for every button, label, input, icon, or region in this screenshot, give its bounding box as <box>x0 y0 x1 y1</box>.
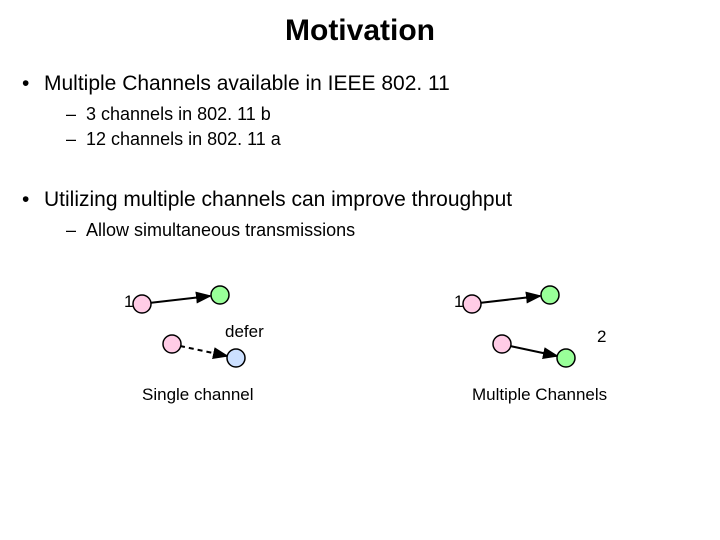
bullet-level2: – 12 channels in 802. 11 a <box>66 129 720 150</box>
bullet-text: Multiple Channels available in IEEE 802.… <box>44 72 450 96</box>
edge-label-1: 1 <box>124 292 133 312</box>
slide-content: • Multiple Channels available in IEEE 80… <box>0 48 720 465</box>
diagram-area: 1 defer Single channel 1 2 Multiple Chan… <box>22 245 720 465</box>
bullet-dot-icon: • <box>22 72 44 96</box>
defer-label: defer <box>225 322 264 342</box>
bullet-text: Utilizing multiple channels can improve … <box>44 188 512 212</box>
bullet-level2: – 3 channels in 802. 11 b <box>66 104 720 125</box>
bullet-dash-icon: – <box>66 104 86 125</box>
bullet-text: Allow simultaneous transmissions <box>86 220 355 241</box>
edge-label-1-right: 1 <box>454 292 463 312</box>
bullet-level1: • Utilizing multiple channels can improv… <box>22 188 720 212</box>
bullet-dash-icon: – <box>66 129 86 150</box>
bullet-dash-icon: – <box>66 220 86 241</box>
bullet-level2: – Allow simultaneous transmissions <box>66 220 720 241</box>
channel-diagram <box>22 245 720 465</box>
bullet-text: 12 channels in 802. 11 a <box>86 129 281 150</box>
bullet-level1: • Multiple Channels available in IEEE 80… <box>22 72 720 96</box>
single-channel-caption: Single channel <box>142 385 254 405</box>
edge-label-2: 2 <box>597 327 606 347</box>
bullet-text: 3 channels in 802. 11 b <box>86 104 271 125</box>
multiple-channels-caption: Multiple Channels <box>472 385 607 405</box>
bullet-dot-icon: • <box>22 188 44 212</box>
slide-title: Motivation <box>0 0 720 48</box>
